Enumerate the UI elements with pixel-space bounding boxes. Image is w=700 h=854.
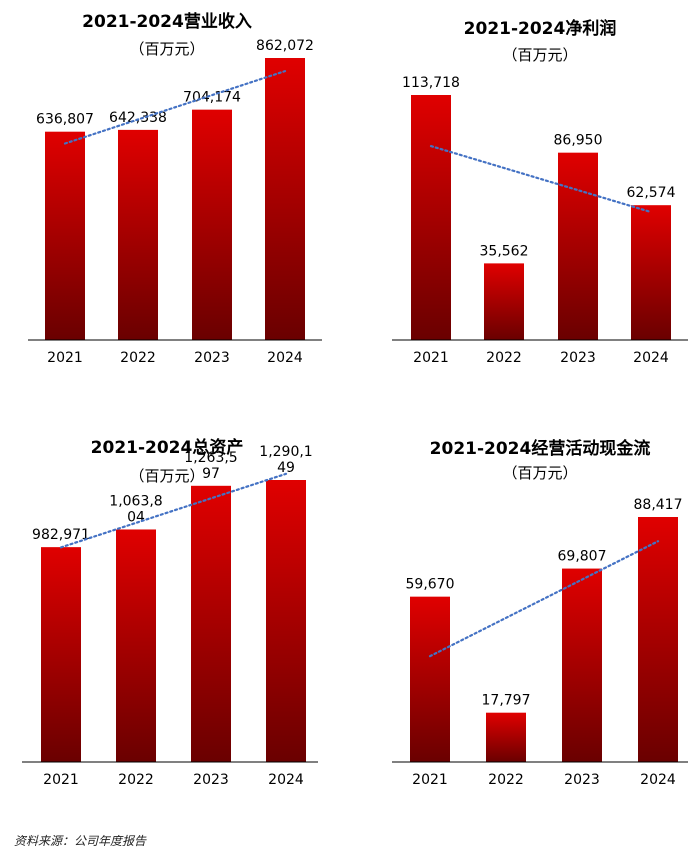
tick-label-2023: 2023 [564, 772, 600, 788]
chart-panel-3: 2021-2024总资产 （百万元） 982,971 2021 1,063,8 04 202… [22, 437, 318, 788]
chart-panel-4: 2021-2024经营活动现金流 （百万元） 59,670 2021 17,797 202… [392, 438, 688, 788]
bar-2021 [411, 95, 451, 340]
data-label-2022: 642,338 [109, 110, 167, 126]
chart-title: 2021-2024经营活动现金流 [430, 438, 651, 459]
chart-subtitle: （百万元） [129, 467, 204, 485]
bar-2024 [631, 205, 671, 340]
chart-panel-2: 2021-2024净利润 （百万元） 113,718 2021 35,562 2022 86… [392, 18, 688, 366]
tick-label-2024: 2024 [633, 350, 669, 366]
data-label-2023: 86,950 [554, 133, 603, 149]
bar-2023 [191, 485, 231, 762]
tick-label-2024: 2024 [640, 772, 676, 788]
tick-label-2022: 2022 [120, 350, 156, 366]
bar-2023 [562, 568, 602, 762]
source-note: 资料来源：公司年度报告 [14, 834, 147, 848]
tick-label-2024: 2024 [268, 772, 304, 788]
bar-2024 [638, 517, 678, 762]
data-label-2021: 636,807 [36, 112, 94, 128]
tick-label-2021: 2021 [43, 772, 79, 788]
bar-2024 [265, 58, 305, 340]
data-label-2024: 88,417 [634, 497, 683, 513]
bar-2022 [116, 529, 156, 762]
data-label-2022: 35,562 [480, 243, 529, 259]
data-label-2024: 62,574 [627, 185, 676, 201]
bar-2022 [484, 263, 524, 340]
chart-subtitle: （百万元） [129, 40, 204, 58]
tick-label-2022: 2022 [488, 772, 524, 788]
chart-subtitle: （百万元） [502, 464, 577, 482]
chart-title: 2021-2024营业收入 [82, 11, 252, 32]
bar-2023 [192, 109, 232, 340]
chart-title: 2021-2024总资产 [91, 437, 244, 458]
tick-label-2022: 2022 [486, 350, 522, 366]
trend-line [428, 540, 660, 658]
tick-label-2023: 2023 [560, 350, 596, 366]
tick-label-2021: 2021 [413, 350, 449, 366]
bar-2022 [118, 129, 158, 340]
chart-title: 2021-2024净利润 [464, 18, 617, 39]
trend-line [63, 70, 287, 145]
bar-2024 [266, 480, 306, 762]
bar-2021 [45, 131, 85, 340]
bar-2022 [486, 712, 526, 762]
data-label-2021: 59,670 [406, 577, 455, 593]
data-label-2023: 69,807 [558, 549, 607, 565]
trend-line [429, 144, 653, 214]
bar-2021 [41, 547, 81, 762]
tick-label-2022: 2022 [118, 772, 154, 788]
bar-2023 [558, 152, 598, 340]
tick-label-2024: 2024 [267, 350, 303, 366]
data-label-2024: 1,290,1 49 [259, 444, 312, 476]
data-label-2022: 17,797 [482, 693, 531, 709]
tick-label-2023: 2023 [193, 772, 229, 788]
data-label-2021: 113,718 [402, 75, 460, 91]
tick-label-2023: 2023 [194, 350, 230, 366]
data-label-2022: 1,063,8 04 [109, 493, 162, 525]
chart-panel-1: 2021-2024营业收入 （百万元） 636,807 2021 642,338 2022… [28, 11, 322, 366]
bar-2021 [410, 596, 450, 762]
data-label-2023: 704,174 [183, 90, 241, 106]
trend-line [59, 472, 288, 549]
data-label-2023: 1,263,5 97 [184, 450, 237, 482]
tick-label-2021: 2021 [47, 350, 83, 366]
data-label-2021: 982,971 [32, 527, 90, 543]
chart-subtitle: （百万元） [502, 46, 577, 64]
data-label-2024: 862,072 [256, 38, 314, 54]
tick-label-2021: 2021 [412, 772, 448, 788]
